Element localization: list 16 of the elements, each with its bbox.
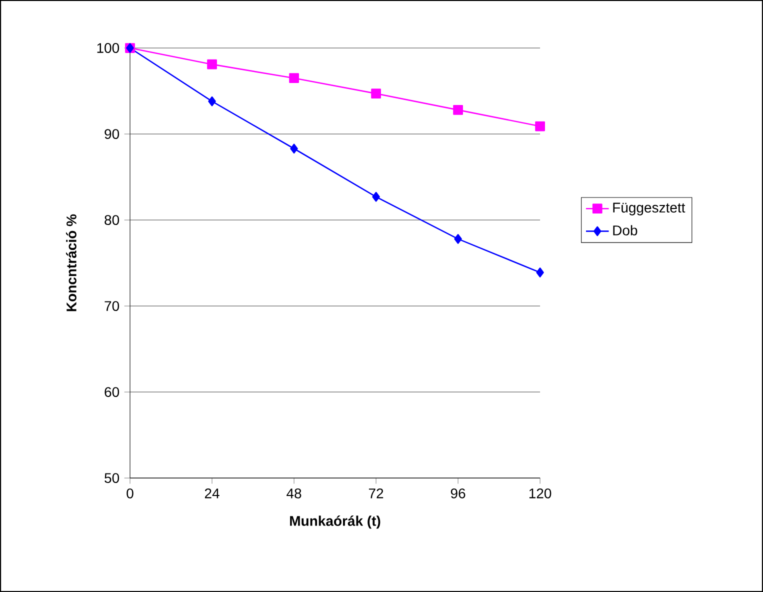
y-tick-label: 70 xyxy=(104,301,120,311)
x-tick-label: 96 xyxy=(450,488,466,498)
x-tick-label: 24 xyxy=(204,488,220,498)
y-axis-title: Koncntráció % xyxy=(66,214,76,312)
y-tick-label: 50 xyxy=(104,473,120,483)
y-tick-label: 80 xyxy=(104,215,120,225)
y-tick-label: 60 xyxy=(104,387,120,397)
y-tick-label: 90 xyxy=(104,129,120,139)
x-tick-label: 48 xyxy=(286,488,302,498)
x-axis-title: Munkaórák (t) xyxy=(290,515,380,529)
x-tick-label: 72 xyxy=(368,488,384,498)
y-tick-label: 100 xyxy=(97,43,120,53)
x-tick-label: 0 xyxy=(126,488,134,498)
legend-label: Dob xyxy=(613,225,638,236)
x-tick-label: 120 xyxy=(529,488,552,498)
legend-label: Függesztett xyxy=(613,202,686,216)
